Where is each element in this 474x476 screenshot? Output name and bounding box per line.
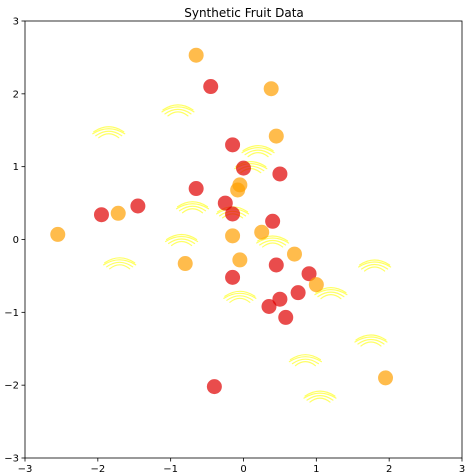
y-tick-label: 0: [13, 235, 19, 246]
red-point: [203, 79, 219, 95]
x-tick-label: 2: [386, 464, 392, 475]
banana-marker: [92, 126, 126, 139]
axis-ticks-layer: −3 −2 −1 0 1 2 3 −3 −2 −1 0 1 2 3: [4, 17, 465, 476]
orange-point: [188, 47, 204, 63]
y-tick-label: 3: [13, 17, 19, 28]
orange-point: [110, 205, 126, 221]
red-point: [265, 213, 281, 229]
orange-point: [230, 182, 246, 198]
banana-marker: [103, 257, 137, 270]
banana-marker: [288, 354, 323, 367]
red-point: [217, 195, 233, 211]
orange-point: [177, 256, 193, 272]
banana-marker: [164, 233, 199, 247]
orange-point: [254, 224, 270, 240]
y-tick-label: −1: [4, 308, 19, 319]
red-point: [225, 269, 241, 285]
red-point: [301, 266, 317, 282]
red-point: [278, 309, 294, 325]
y-tick-label: 2: [13, 89, 19, 100]
x-tick-label: −3: [18, 464, 33, 475]
red-point: [130, 198, 146, 214]
x-tick-label: −1: [163, 464, 178, 475]
banana-marker: [314, 287, 348, 300]
banana-marker: [354, 334, 388, 347]
x-tick-label: −2: [90, 464, 105, 475]
red-point: [206, 379, 222, 395]
x-tick-label: 1: [313, 464, 319, 475]
x-tick-label: 3: [459, 464, 465, 475]
orange-point: [378, 370, 394, 386]
red-point: [272, 291, 288, 307]
red-point: [225, 137, 241, 153]
red-point: [93, 207, 109, 223]
red-point: [261, 299, 277, 315]
circle-markers-layer: [50, 47, 394, 395]
red-point: [188, 181, 204, 197]
orange-point: [232, 252, 248, 268]
orange-point: [50, 226, 66, 242]
y-tick-label: −2: [4, 381, 19, 392]
red-point: [236, 160, 251, 176]
x-tick-label: 0: [240, 464, 246, 475]
banana-markers-layer: [92, 104, 392, 403]
chart-title: Synthetic Fruit Data: [184, 6, 304, 20]
red-point: [225, 206, 241, 222]
banana-marker: [161, 104, 195, 117]
orange-point: [225, 228, 241, 244]
banana-marker: [241, 145, 275, 158]
red-point: [268, 257, 284, 273]
y-tick-label: 1: [13, 162, 19, 173]
y-tick-label: −3: [4, 454, 19, 465]
red-point: [272, 166, 288, 182]
banana-marker: [256, 235, 290, 248]
orange-point: [308, 277, 324, 293]
banana-marker: [175, 201, 210, 214]
orange-point: [268, 128, 284, 144]
banana-marker: [303, 390, 337, 403]
orange-point: [286, 246, 302, 262]
banana-marker: [358, 259, 392, 272]
banana-marker: [223, 290, 257, 303]
orange-point: [263, 81, 279, 97]
red-point: [290, 285, 306, 301]
